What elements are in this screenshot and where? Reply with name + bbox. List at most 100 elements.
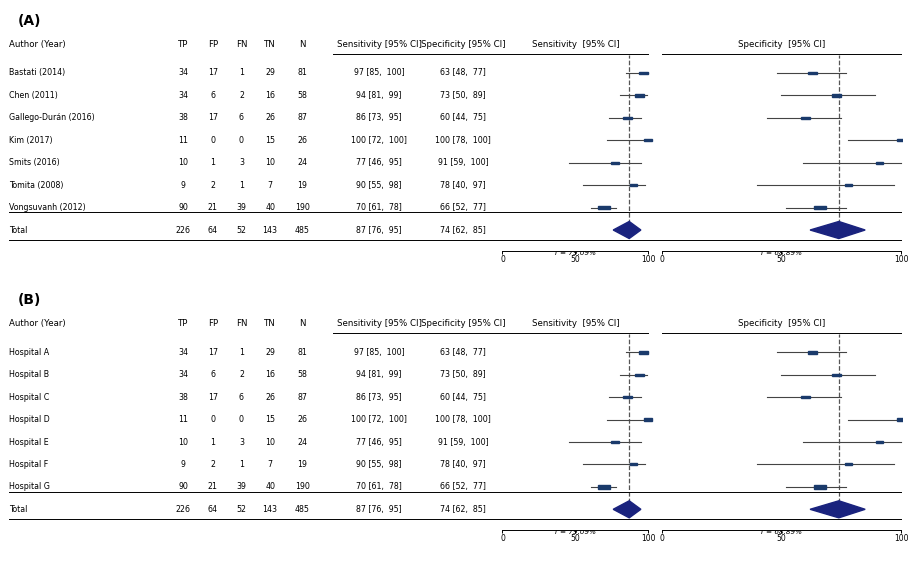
Text: 16: 16 — [265, 370, 275, 379]
Text: Author (Year): Author (Year) — [9, 319, 66, 328]
Text: 17: 17 — [208, 68, 218, 78]
Text: Hospital E: Hospital E — [9, 438, 48, 446]
Polygon shape — [612, 222, 640, 238]
Bar — [813, 485, 824, 488]
Text: Specificity  [95% CI]: Specificity [95% CI] — [737, 40, 824, 48]
Text: 40: 40 — [265, 203, 275, 212]
Text: 26: 26 — [297, 136, 307, 145]
Text: 70 [61,  78]: 70 [61, 78] — [356, 482, 402, 491]
Text: 16: 16 — [265, 91, 275, 100]
Text: Author (Year): Author (Year) — [9, 40, 66, 48]
Bar — [844, 184, 851, 186]
Text: FN: FN — [235, 319, 247, 328]
Text: 87 [76,  95]: 87 [76, 95] — [356, 505, 402, 514]
Text: Hospital G: Hospital G — [9, 482, 50, 491]
Bar — [630, 463, 637, 466]
Text: 2: 2 — [239, 91, 244, 100]
Text: Hospital F: Hospital F — [9, 460, 48, 469]
Text: 485: 485 — [294, 226, 310, 234]
Text: 3: 3 — [239, 438, 244, 446]
Text: FN: FN — [235, 40, 247, 48]
Text: 66 [52,  77]: 66 [52, 77] — [440, 482, 486, 491]
Text: 90 [55,  98]: 90 [55, 98] — [356, 181, 402, 190]
Text: 10: 10 — [265, 158, 275, 167]
Text: 11: 11 — [179, 415, 189, 424]
Text: 21: 21 — [208, 203, 218, 212]
Text: 34: 34 — [179, 68, 189, 78]
Text: 17: 17 — [208, 113, 218, 123]
Text: 86 [73,  95]: 86 [73, 95] — [356, 393, 402, 402]
Text: Gallego-Durán (2016): Gallego-Durán (2016) — [9, 113, 95, 123]
Bar — [800, 396, 809, 398]
Text: 2: 2 — [210, 460, 215, 469]
Text: I²= 68.89%: I²= 68.89% — [760, 250, 801, 256]
Bar — [639, 72, 648, 74]
Bar — [844, 463, 851, 466]
Text: 7: 7 — [267, 181, 272, 190]
Text: 10: 10 — [179, 438, 189, 446]
Bar — [643, 418, 651, 421]
Text: 91 [59,  100]: 91 [59, 100] — [437, 438, 488, 446]
Text: TP: TP — [178, 40, 189, 48]
Text: 100 [72,  100]: 100 [72, 100] — [351, 415, 406, 424]
Text: 1: 1 — [210, 158, 215, 167]
Text: 39: 39 — [236, 203, 246, 212]
Text: 0: 0 — [239, 415, 244, 424]
Text: 100 [72,  100]: 100 [72, 100] — [351, 136, 406, 145]
Bar — [875, 441, 883, 443]
Bar — [813, 206, 824, 209]
Text: 29: 29 — [265, 68, 275, 78]
Bar — [598, 485, 609, 488]
Text: FP: FP — [208, 319, 218, 328]
Text: 1: 1 — [239, 68, 244, 78]
Text: 6: 6 — [239, 393, 244, 402]
Text: Hospital C: Hospital C — [9, 393, 49, 402]
Text: 2: 2 — [239, 370, 244, 379]
Text: 24: 24 — [297, 438, 307, 446]
Text: Total: Total — [9, 226, 27, 234]
Bar — [634, 94, 643, 96]
Text: N: N — [299, 319, 305, 328]
Text: 485: 485 — [294, 505, 310, 514]
Text: 87 [76,  95]: 87 [76, 95] — [356, 226, 402, 234]
Text: 73 [50,  89]: 73 [50, 89] — [440, 370, 486, 379]
Text: 10: 10 — [179, 158, 189, 167]
Text: 190: 190 — [294, 482, 310, 491]
Text: 143: 143 — [262, 226, 277, 234]
Text: 78 [40,  97]: 78 [40, 97] — [440, 181, 486, 190]
Text: 190: 190 — [294, 203, 310, 212]
Text: 26: 26 — [265, 113, 275, 123]
Polygon shape — [809, 222, 865, 238]
Text: 7: 7 — [267, 460, 272, 469]
Text: 38: 38 — [179, 113, 189, 123]
Text: 58: 58 — [297, 370, 307, 379]
Text: (A): (A) — [18, 14, 42, 28]
Bar — [896, 139, 904, 141]
Text: 19: 19 — [297, 460, 307, 469]
Bar — [622, 116, 631, 119]
Text: 17: 17 — [208, 348, 218, 357]
Text: Tomita (2008): Tomita (2008) — [9, 181, 64, 190]
Text: Total: Total — [9, 505, 27, 514]
Text: 0: 0 — [210, 136, 215, 145]
Text: Sensitivity  [95% CI]: Sensitivity [95% CI] — [531, 40, 619, 48]
Text: Smits (2016): Smits (2016) — [9, 158, 60, 167]
Text: 90 [55,  98]: 90 [55, 98] — [356, 460, 402, 469]
Bar — [807, 351, 816, 353]
Text: 3: 3 — [239, 158, 244, 167]
Text: 90: 90 — [179, 203, 189, 212]
Text: 226: 226 — [176, 226, 190, 234]
Text: Sensitivity [95% CI]: Sensitivity [95% CI] — [336, 319, 421, 328]
Text: I²= 79.09%: I²= 79.09% — [554, 529, 595, 535]
Text: 94 [81,  99]: 94 [81, 99] — [356, 370, 402, 379]
Text: TN: TN — [264, 40, 276, 48]
Text: 66 [52,  77]: 66 [52, 77] — [440, 203, 486, 212]
Bar — [622, 396, 631, 398]
Text: 73 [50,  89]: 73 [50, 89] — [440, 91, 486, 100]
Text: Chen (2011): Chen (2011) — [9, 91, 57, 100]
Text: 24: 24 — [297, 158, 307, 167]
Text: 100 [78,  100]: 100 [78, 100] — [435, 136, 490, 145]
Text: 9: 9 — [180, 181, 186, 190]
Text: I²= 68.89%: I²= 68.89% — [760, 529, 801, 535]
Text: 21: 21 — [208, 482, 218, 491]
